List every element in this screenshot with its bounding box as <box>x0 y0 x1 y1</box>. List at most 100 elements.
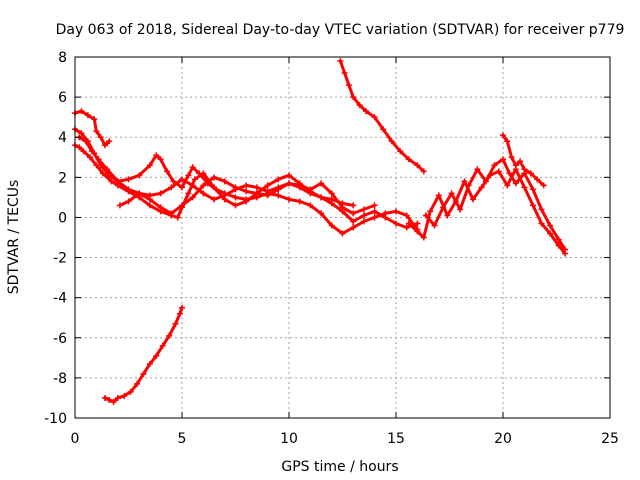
data-point <box>146 162 153 169</box>
series-trace <box>424 157 567 251</box>
data-point <box>500 156 506 163</box>
data-point <box>136 172 143 179</box>
data-point <box>318 180 325 187</box>
data-point <box>527 170 534 177</box>
data-point <box>125 176 132 183</box>
data-point <box>114 178 121 185</box>
data-point <box>328 190 335 197</box>
data-point <box>179 184 185 191</box>
data-point <box>93 162 100 169</box>
data-point <box>474 166 481 173</box>
data-point <box>495 168 502 175</box>
data-point <box>534 176 541 183</box>
data-point <box>200 170 207 177</box>
data-point <box>414 228 421 235</box>
data-point <box>382 214 389 221</box>
x-tick-label: 20 <box>494 431 512 447</box>
ticks: 0 5 10 15 20 25 -10 -8 -6 -4 -2 0 2 4 6 8 <box>44 50 619 447</box>
data-point <box>422 212 429 219</box>
data-point <box>106 396 113 403</box>
y-axis-label: SDTVAR / TECUs <box>6 180 22 295</box>
data-point <box>116 202 123 209</box>
data-point <box>420 234 427 241</box>
series-trace <box>77 135 377 215</box>
y-tick-label: -2 <box>53 251 67 267</box>
data-point <box>179 176 185 183</box>
data-point <box>521 166 528 173</box>
data-point <box>461 178 468 185</box>
data-point <box>341 70 348 77</box>
data-point <box>380 126 387 133</box>
data-point <box>179 202 185 209</box>
data-point <box>157 156 164 163</box>
data-point <box>146 196 153 203</box>
data-point <box>482 178 489 185</box>
data-point <box>350 224 357 231</box>
data-point <box>478 184 485 191</box>
data-point <box>521 184 528 191</box>
y-tick-label: 0 <box>58 210 67 226</box>
data-point <box>555 236 562 243</box>
data-point <box>540 182 547 189</box>
data-point <box>286 172 292 179</box>
data-point <box>253 184 260 191</box>
data-point <box>243 198 250 205</box>
data-point <box>405 156 412 163</box>
data-point <box>157 190 164 197</box>
data-point <box>339 230 346 237</box>
data-point <box>121 392 128 399</box>
data-point <box>371 114 378 121</box>
data-point <box>538 206 545 213</box>
data-point <box>350 202 357 209</box>
data-point <box>221 178 228 185</box>
data-point <box>529 186 536 193</box>
data-point <box>403 212 410 219</box>
data-point <box>264 192 271 199</box>
data-point <box>500 132 506 139</box>
data-point <box>562 246 569 253</box>
data-point <box>125 186 132 193</box>
data-point <box>371 208 378 215</box>
data-point <box>371 214 378 221</box>
data-point <box>153 352 160 359</box>
data-point <box>185 172 192 179</box>
data-point <box>337 58 344 65</box>
data-point <box>286 196 292 203</box>
data-point <box>253 190 260 197</box>
data-point <box>307 190 314 197</box>
data-point <box>101 394 108 401</box>
data-point <box>191 176 198 183</box>
data-point <box>170 178 177 185</box>
data-point <box>174 214 181 221</box>
data-point <box>136 190 143 197</box>
data-point <box>275 176 282 183</box>
data-point <box>166 332 173 339</box>
data-point <box>176 310 183 317</box>
data-point <box>363 108 370 115</box>
data-point <box>146 202 153 209</box>
data-point <box>388 138 395 145</box>
data-point <box>200 190 207 197</box>
data-point <box>318 194 325 201</box>
data-point <box>189 194 196 201</box>
data-point <box>506 170 513 177</box>
data-point <box>140 370 147 377</box>
data-point <box>108 178 115 185</box>
data-point <box>76 144 83 151</box>
data-point <box>243 188 250 195</box>
data-point <box>393 208 399 215</box>
data-point <box>211 196 218 203</box>
data-point <box>393 220 399 227</box>
data-point <box>504 138 511 145</box>
data-point <box>164 168 171 175</box>
data-point <box>371 202 378 209</box>
data-point <box>512 162 519 169</box>
y-tick-label: 6 <box>58 90 67 106</box>
data-point <box>414 220 421 227</box>
data-point <box>159 342 166 349</box>
data-point <box>547 230 554 237</box>
x-tick-label: 0 <box>71 431 80 447</box>
data-point <box>157 204 164 211</box>
data-point <box>172 320 179 327</box>
